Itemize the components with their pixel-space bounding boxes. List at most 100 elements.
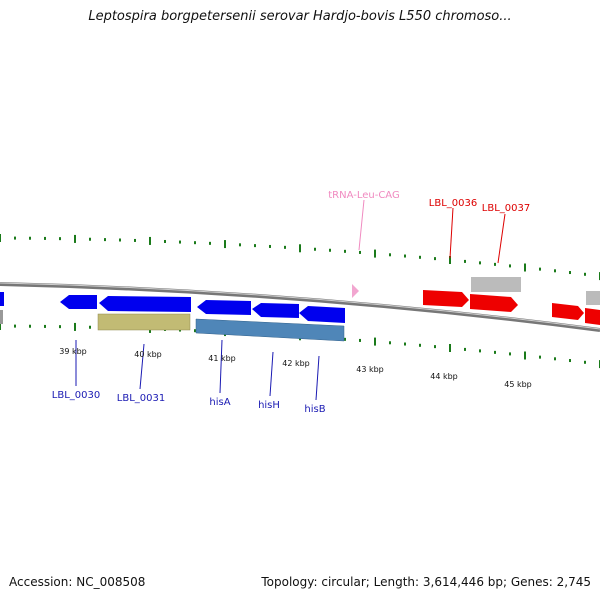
lower-track-minor-tick bbox=[29, 324, 31, 328]
upper-track-major-tick bbox=[0, 234, 1, 242]
cds-bar-his-operon[interactable] bbox=[195, 318, 345, 342]
upper-track-major-tick bbox=[224, 240, 226, 249]
accession-text: Accession: NC_008508 bbox=[9, 575, 146, 589]
upper-track-minor-tick bbox=[59, 237, 61, 241]
upper-track-major-tick bbox=[449, 255, 451, 264]
upper-track-minor-tick bbox=[29, 236, 31, 240]
leader-hisH bbox=[269, 351, 274, 397]
scale-label-42kbp: 42 kbp bbox=[282, 359, 310, 368]
lower-track-minor-tick bbox=[389, 341, 391, 345]
upper-track-minor-tick bbox=[14, 236, 16, 240]
lower-track-minor-tick bbox=[44, 324, 46, 328]
lower-track-minor-tick bbox=[569, 359, 571, 363]
upper-track-minor-tick bbox=[239, 243, 241, 247]
trna-marker[interactable] bbox=[352, 284, 359, 298]
gene-arrow-right-2[interactable] bbox=[585, 308, 600, 325]
upper-track-minor-tick bbox=[389, 253, 391, 257]
upper-track-minor-tick bbox=[209, 241, 211, 245]
leader-lbl-0031 bbox=[139, 343, 145, 390]
lower-track-minor-tick bbox=[59, 325, 61, 329]
upper-track-minor-tick bbox=[479, 261, 481, 265]
gene-arrow-hisH[interactable] bbox=[252, 303, 299, 318]
label-lbl-0036[interactable]: LBL_0036 bbox=[429, 198, 477, 209]
gene-arrow-right-1[interactable] bbox=[552, 303, 584, 320]
upper-track-minor-tick bbox=[464, 259, 466, 263]
upper-track-minor-tick bbox=[569, 271, 571, 275]
upper-track-minor-tick bbox=[164, 239, 166, 243]
gray-feature-left[interactable] bbox=[0, 310, 3, 324]
label-hisH[interactable]: hisH bbox=[258, 400, 280, 411]
label-hisB[interactable]: hisB bbox=[304, 404, 325, 415]
scale-label-39kbp: 39 kbp bbox=[59, 347, 87, 356]
lower-track-minor-tick bbox=[194, 329, 196, 333]
lower-track-minor-tick bbox=[419, 343, 421, 347]
upper-track-minor-tick bbox=[404, 254, 406, 258]
label-hisA[interactable]: hisA bbox=[209, 397, 230, 408]
upper-track-minor-tick bbox=[344, 249, 346, 253]
upper-track-minor-tick bbox=[44, 236, 46, 240]
lower-track-minor-tick bbox=[479, 349, 481, 353]
chromosome-backbone-highlight bbox=[0, 282, 600, 330]
label-lbl-0037[interactable]: LBL_0037 bbox=[482, 203, 530, 214]
chromosome-backbone bbox=[0, 282, 600, 332]
upper-tick-track bbox=[0, 234, 600, 281]
lower-track-minor-tick bbox=[89, 325, 91, 329]
leader-hisB bbox=[315, 355, 320, 401]
lower-track-minor-tick bbox=[434, 345, 436, 349]
upper-track-minor-tick bbox=[134, 238, 136, 242]
lower-track-minor-tick bbox=[584, 360, 586, 364]
upper-track-minor-tick bbox=[419, 255, 421, 259]
lower-track-minor-tick bbox=[539, 355, 541, 359]
gene-arrow-lbl-0036[interactable] bbox=[423, 290, 469, 307]
lower-track-major-tick bbox=[74, 322, 76, 331]
scale-label-44kbp: 44 kbp bbox=[430, 372, 458, 381]
gray-feature-outer[interactable] bbox=[471, 277, 521, 292]
upper-track-minor-tick bbox=[104, 238, 106, 242]
upper-track-minor-tick bbox=[509, 264, 511, 268]
gene-arrow-hisA[interactable] bbox=[197, 300, 251, 315]
scale-label-40kbp: 40 kbp bbox=[134, 350, 162, 359]
label-trna-leu[interactable]: tRNA-Leu-CAG bbox=[328, 190, 399, 201]
label-lbl-0030[interactable]: LBL_0030 bbox=[52, 390, 100, 401]
genome-summary-text: Topology: circular; Length: 3,614,446 bp… bbox=[261, 575, 591, 589]
upper-track-minor-tick bbox=[359, 250, 361, 254]
lower-track-minor-tick bbox=[509, 352, 511, 356]
genome-title: Leptospira borgpetersenii serovar Hardjo… bbox=[88, 9, 512, 24]
scale-label-41kbp: 41 kbp bbox=[208, 354, 236, 363]
upper-track-minor-tick bbox=[584, 272, 586, 276]
lower-track-minor-tick bbox=[14, 324, 16, 328]
upper-track-minor-tick bbox=[119, 238, 121, 242]
upper-track-minor-tick bbox=[554, 269, 556, 273]
upper-track-minor-tick bbox=[314, 247, 316, 251]
upper-track-minor-tick bbox=[89, 237, 91, 241]
lower-track-minor-tick bbox=[404, 342, 406, 346]
upper-track-minor-tick bbox=[269, 244, 271, 248]
lower-track-major-tick bbox=[524, 351, 526, 360]
gene-arrow-lbl-0031[interactable] bbox=[99, 296, 191, 312]
upper-track-minor-tick bbox=[494, 262, 496, 266]
upper-track-minor-tick bbox=[539, 267, 541, 271]
gene-arrow-partial-left[interactable] bbox=[0, 292, 4, 306]
gray-feature-right[interactable] bbox=[586, 291, 600, 305]
scale-label-43kbp: 43 kbp bbox=[356, 365, 384, 374]
upper-track-major-tick bbox=[149, 236, 151, 245]
lower-track-minor-tick bbox=[554, 357, 556, 361]
upper-track-major-tick bbox=[524, 263, 526, 272]
leader-lbl-0036 bbox=[449, 207, 454, 259]
lower-track-minor-tick bbox=[464, 347, 466, 351]
upper-track-minor-tick bbox=[179, 240, 181, 244]
scale-label-45kbp: 45 kbp bbox=[504, 380, 532, 389]
cds-bar-lbl-0031[interactable] bbox=[97, 313, 191, 331]
gene-arrow-lbl-0030[interactable] bbox=[60, 295, 97, 309]
upper-track-minor-tick bbox=[434, 257, 436, 261]
gene-arrow-lbl-0037[interactable] bbox=[470, 294, 518, 312]
label-lbl-0031[interactable]: LBL_0031 bbox=[117, 393, 165, 404]
lower-track-minor-tick bbox=[359, 338, 361, 342]
leader-trna bbox=[358, 199, 365, 251]
lower-track-minor-tick bbox=[494, 350, 496, 354]
upper-track-major-tick bbox=[374, 249, 376, 258]
lower-track-minor-tick bbox=[344, 337, 346, 341]
gene-arrow-hisB[interactable] bbox=[299, 306, 345, 323]
